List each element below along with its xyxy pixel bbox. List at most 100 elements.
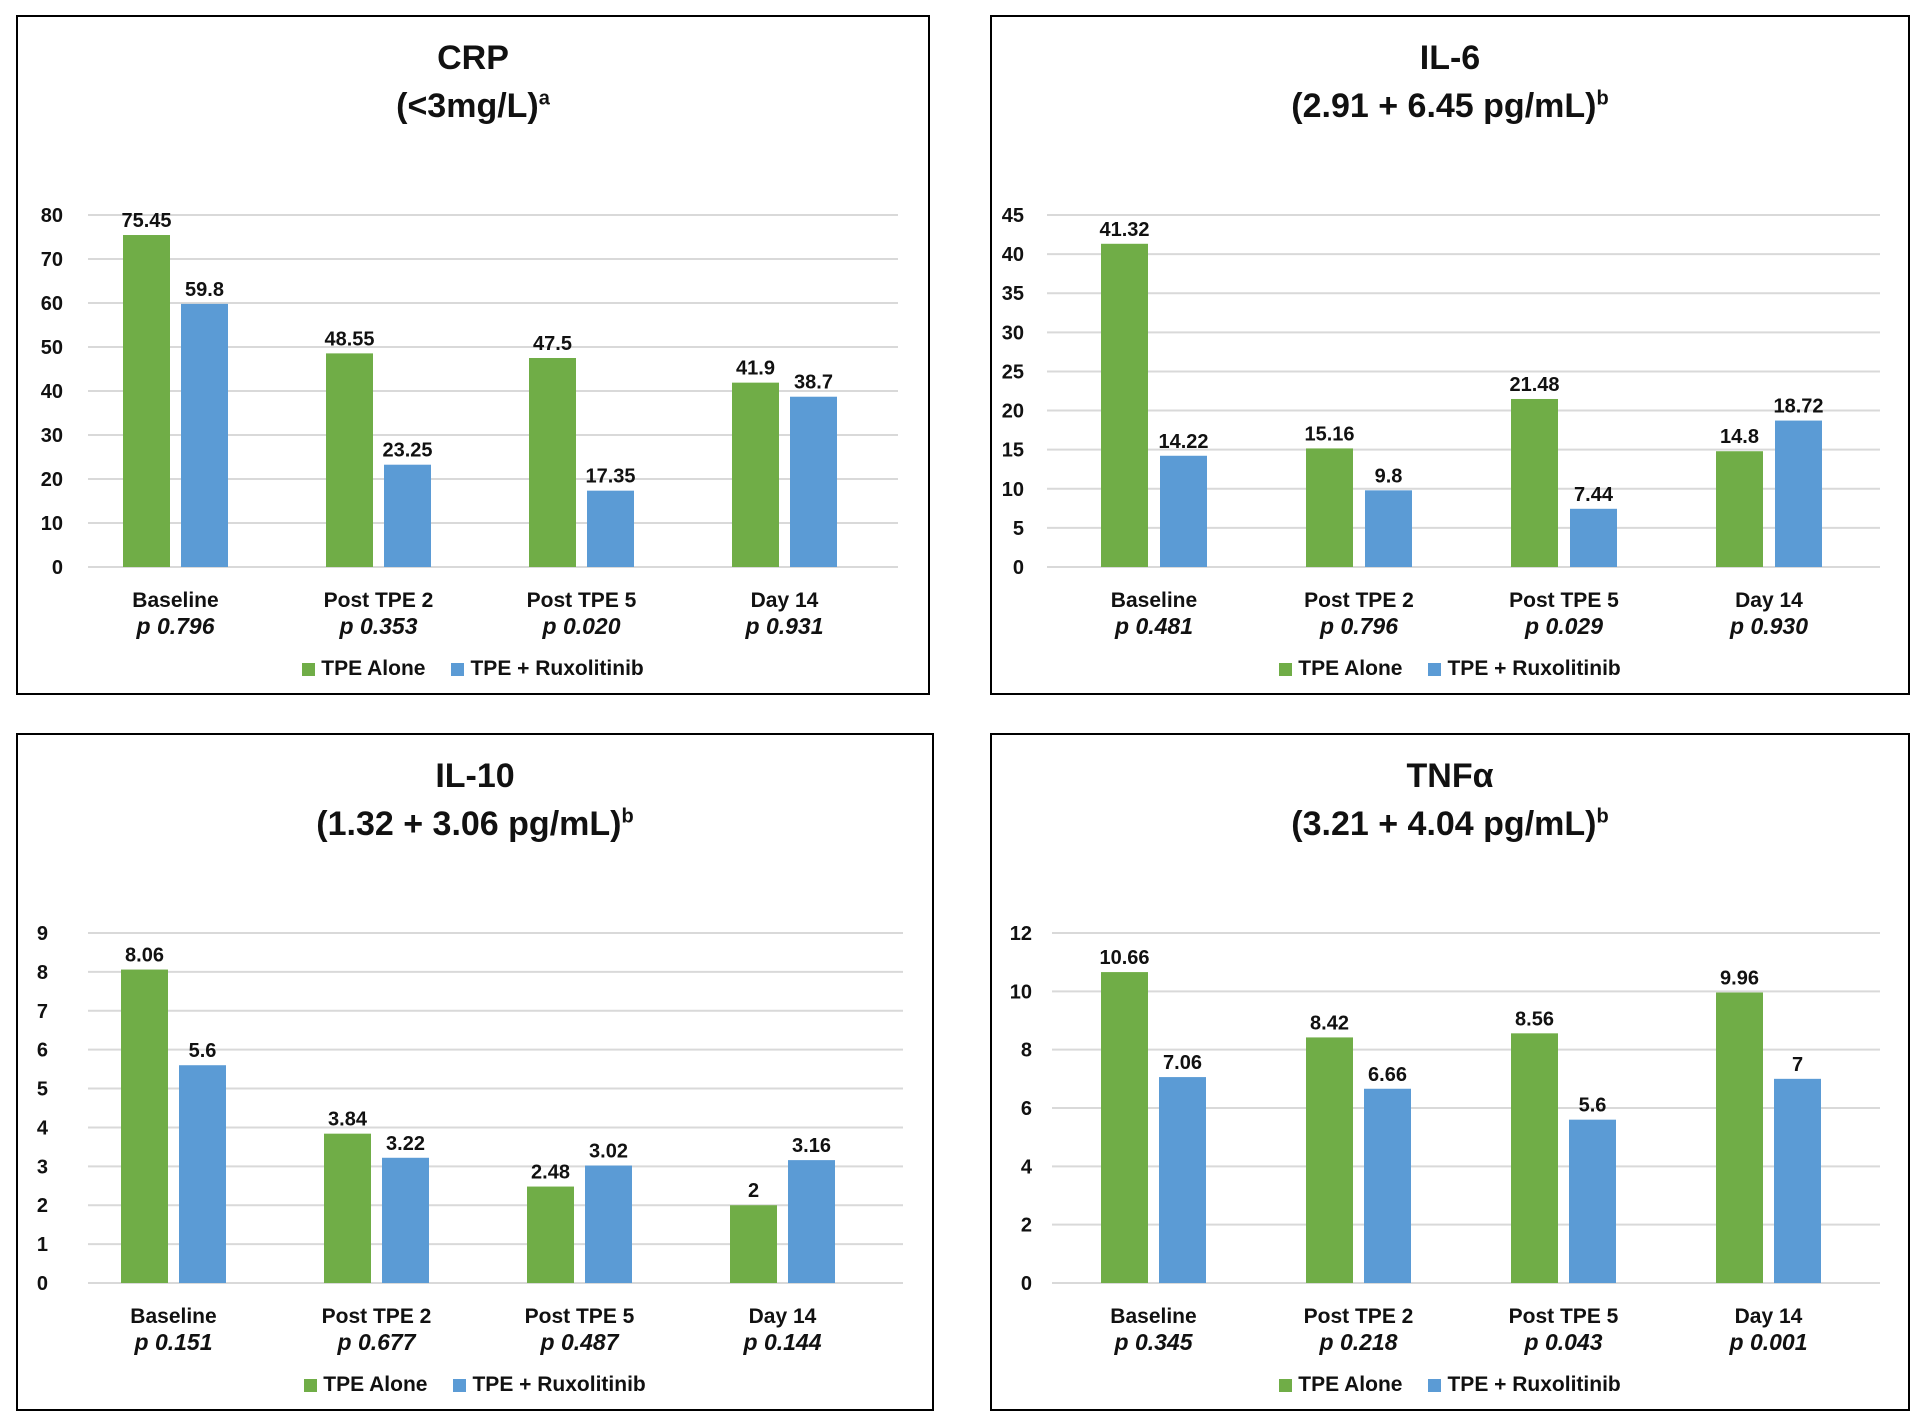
chart-title: IL-6 — [1419, 39, 1481, 77]
y-tick-label: 10 — [1002, 479, 1024, 501]
y-tick-label: 5 — [1013, 518, 1024, 540]
bar-tpe-ruxolitinib — [790, 396, 837, 567]
y-tick-label: 0 — [52, 557, 63, 579]
bar-tpe-ruxolitinib — [585, 1165, 632, 1283]
legend-item-tpe-alone: TPE Alone — [302, 657, 425, 681]
data-label: 9.96 — [1720, 968, 1759, 990]
p-value-label: p 0.043 — [1524, 1329, 1603, 1355]
data-label: 2 — [748, 1180, 759, 1202]
category-label: Day 14 — [751, 589, 819, 612]
y-tick-label: 45 — [1002, 205, 1024, 227]
data-label: 3.16 — [792, 1135, 831, 1157]
y-tick-label: 40 — [41, 381, 63, 403]
category-label: Day 14 — [749, 1305, 817, 1328]
bar-chart-svg: 0 10 20 30 40 50 60 70 80 75.45 48.55 47.5 41.9 59.8 2… — [41, 205, 898, 639]
legend-item-tpe-ruxolitinib: TPE + Ruxolitinib — [1428, 657, 1621, 681]
legend-swatch-blue — [1428, 662, 1442, 676]
p-value-label: p 0.151 — [134, 1329, 213, 1355]
data-label: 14.22 — [1158, 431, 1208, 453]
chart-panel-crp: CRP (<3mg/L)a 0 10 20 30 40 50 60 70 80 75.45 48.5… — [16, 15, 930, 695]
legend-swatch-green — [1279, 1378, 1293, 1392]
p-value-label: p 0.020 — [542, 613, 621, 639]
chart-subtitle: (<3mg/L)a — [396, 87, 550, 125]
y-tick-label: 6 — [1021, 1098, 1032, 1120]
bar-tpe-alone — [324, 1133, 371, 1283]
data-label: 17.35 — [585, 466, 635, 488]
category-label: Post TPE 2 — [322, 1305, 432, 1328]
data-label: 10.66 — [1099, 947, 1149, 969]
bar-tpe-alone — [732, 382, 779, 567]
bar-tpe-ruxolitinib — [179, 1065, 226, 1283]
p-value-label: p 0.677 — [337, 1329, 417, 1355]
data-label: 5.6 — [1579, 1095, 1607, 1117]
bar-tpe-alone — [1101, 972, 1148, 1283]
category-label: Baseline — [132, 589, 218, 612]
y-tick-label: 20 — [41, 469, 63, 491]
data-label: 5.6 — [189, 1040, 217, 1062]
data-label: 8.42 — [1310, 1012, 1349, 1034]
bar-tpe-ruxolitinib — [1569, 1119, 1616, 1283]
data-label: 8.06 — [125, 945, 164, 967]
y-tick-label: 4 — [1021, 1156, 1033, 1178]
bar-tpe-alone — [1511, 1033, 1558, 1283]
bar-chart-svg: 0 5 10 15 20 25 30 35 40 45 41.32 15.16 21.48 14.8 14.… — [1002, 205, 1880, 639]
data-label: 9.8 — [1375, 465, 1403, 487]
legend-item-tpe-ruxolitinib: TPE + Ruxolitinib — [1428, 1373, 1621, 1397]
y-tick-label: 0 — [1013, 557, 1024, 579]
y-tick-label: 0 — [37, 1273, 48, 1295]
data-label: 75.45 — [121, 210, 171, 232]
data-label: 3.02 — [589, 1141, 628, 1163]
bar-tpe-ruxolitinib — [1159, 1077, 1206, 1283]
chart-subtitle: (2.91 + 6.45 pg/mL)b — [1291, 87, 1609, 125]
legend-swatch-blue — [1428, 1378, 1442, 1392]
data-label: 47.5 — [533, 333, 572, 355]
chart-legend: TPE Alone TPE + Ruxolitinib — [18, 657, 928, 681]
bar-tpe-ruxolitinib — [788, 1160, 835, 1283]
bar-tpe-ruxolitinib — [1364, 1088, 1411, 1283]
p-value-label: p 0.029 — [1524, 613, 1603, 639]
bar-tpe-ruxolitinib — [382, 1157, 429, 1283]
bar-tpe-ruxolitinib — [587, 490, 634, 567]
y-tick-label: 9 — [37, 923, 48, 945]
data-label: 7 — [1792, 1054, 1803, 1076]
bar-tpe-ruxolitinib — [1775, 420, 1822, 567]
data-label: 38.7 — [794, 372, 833, 394]
category-label: Day 14 — [1735, 589, 1803, 612]
bar-tpe-alone — [1716, 992, 1763, 1283]
y-tick-label: 2 — [37, 1195, 48, 1217]
category-label: Baseline — [1111, 589, 1197, 612]
y-tick-label: 12 — [1010, 923, 1032, 945]
p-value-label: p 0.487 — [540, 1329, 620, 1355]
category-label: Day 14 — [1735, 1305, 1803, 1328]
data-label: 8.56 — [1515, 1008, 1554, 1030]
bar-tpe-ruxolitinib — [1160, 455, 1207, 567]
chart-legend: TPE Alone TPE + Ruxolitinib — [18, 1373, 932, 1397]
bar-chart-svg: 0 1 2 3 4 5 6 7 8 9 8.06 3.84 2.48 2 5.6 3.22 3.02 3.16 Ba… — [37, 923, 903, 1355]
p-value-label: p 0.481 — [1114, 613, 1193, 639]
y-tick-label: 35 — [1002, 283, 1024, 305]
data-label: 3.84 — [328, 1109, 368, 1131]
data-label: 14.8 — [1720, 426, 1759, 448]
y-tick-label: 25 — [1002, 361, 1024, 383]
y-tick-label: 40 — [1002, 244, 1024, 266]
bar-tpe-ruxolitinib — [1570, 508, 1617, 567]
y-tick-label: 7 — [37, 1001, 48, 1023]
chart-legend: TPE Alone TPE + Ruxolitinib — [992, 1373, 1908, 1397]
bar-chart-svg: 0 2 4 6 8 10 12 10.66 8.42 8.56 9.96 7.06 6.66 5.6 7 Ba… — [1010, 923, 1880, 1355]
category-label: Post TPE 2 — [1304, 589, 1414, 612]
data-label: 3.22 — [386, 1133, 425, 1155]
data-label: 15.16 — [1304, 423, 1354, 445]
data-label: 41.9 — [736, 358, 775, 380]
p-value-label: p 0.218 — [1319, 1329, 1398, 1355]
data-label: 23.25 — [382, 440, 432, 462]
chart-legend: TPE Alone TPE + Ruxolitinib — [992, 657, 1908, 681]
y-tick-label: 15 — [1002, 440, 1024, 462]
p-value-label: p 0.345 — [1114, 1329, 1194, 1355]
data-label: 2.48 — [531, 1162, 570, 1184]
y-tick-label: 20 — [1002, 401, 1024, 423]
data-label: 18.72 — [1773, 396, 1823, 418]
y-tick-label: 6 — [37, 1040, 48, 1062]
category-label: Post TPE 5 — [525, 1305, 635, 1328]
y-tick-label: 2 — [1021, 1215, 1032, 1237]
p-value-label: p 0.001 — [1729, 1329, 1808, 1355]
